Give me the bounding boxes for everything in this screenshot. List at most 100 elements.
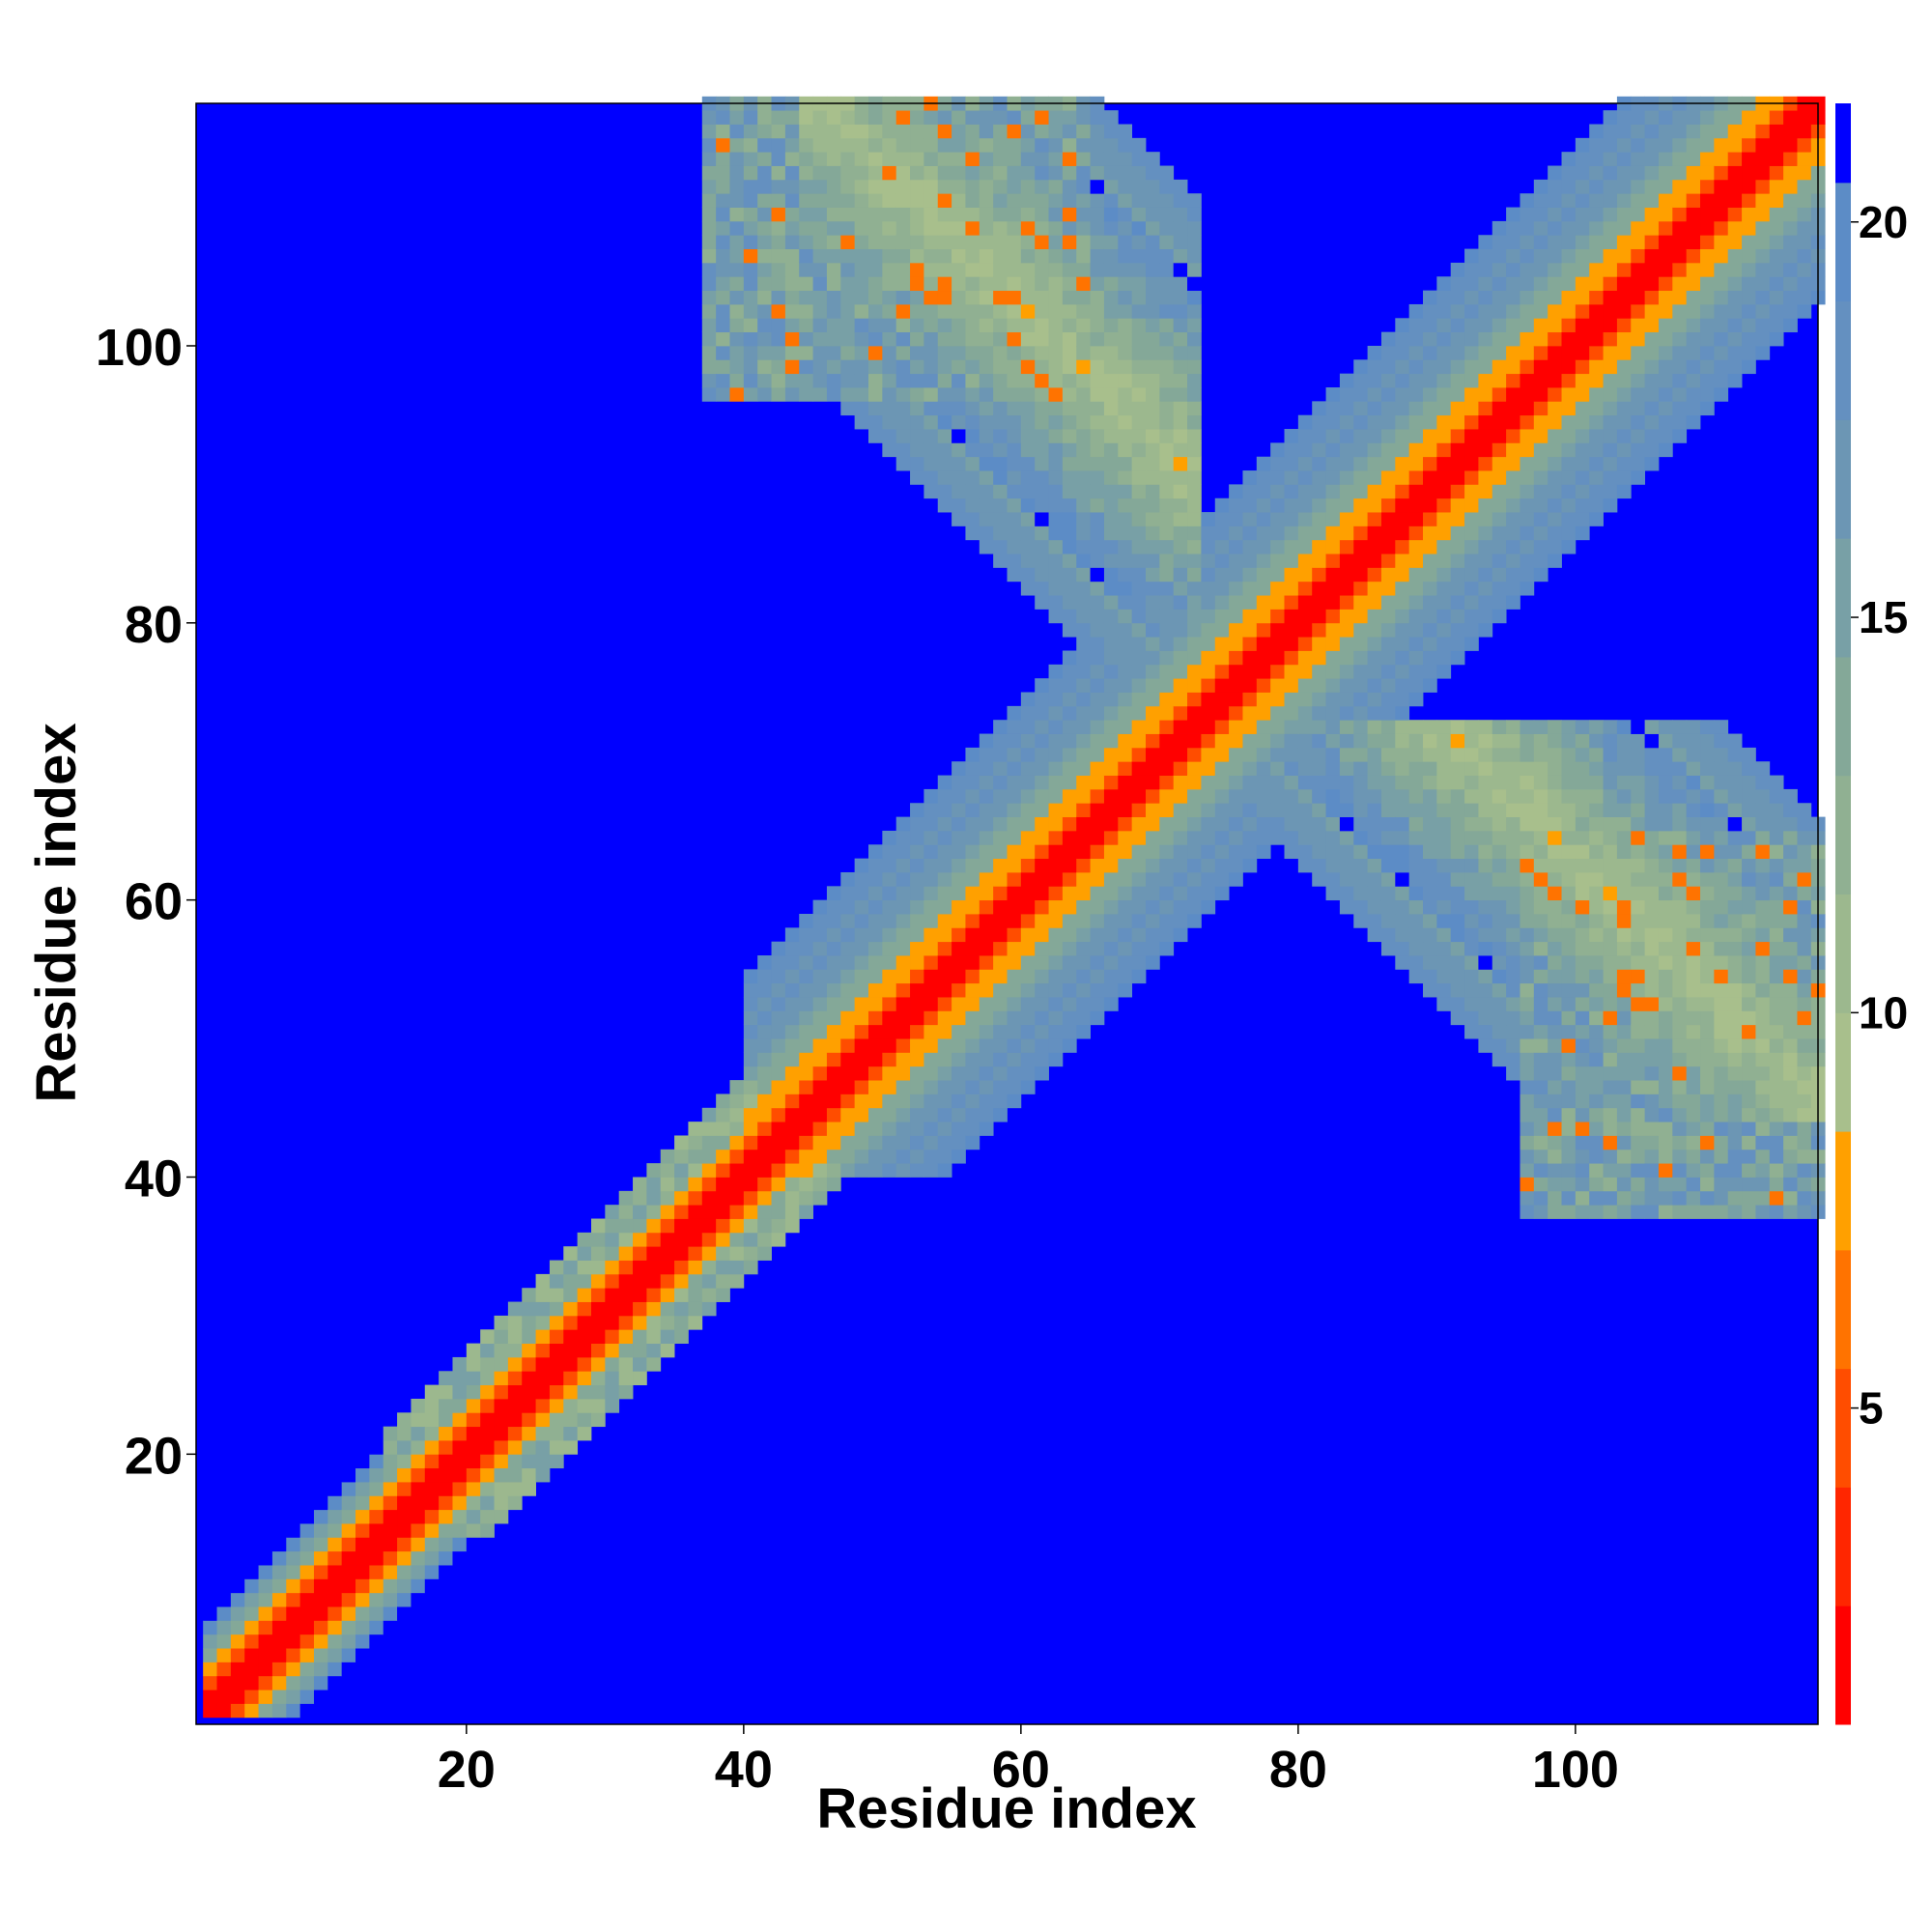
heatmap-cell xyxy=(1131,567,1147,582)
heatmap-cell xyxy=(1700,871,1715,887)
heatmap-cell xyxy=(1436,969,1452,984)
heatmap-cell xyxy=(1076,290,1091,305)
heatmap-cell xyxy=(868,1024,883,1039)
heatmap-cell xyxy=(633,1288,647,1302)
heatmap-cell xyxy=(1048,1052,1064,1067)
heatmap-cell xyxy=(1173,429,1188,443)
heatmap-cell xyxy=(466,1523,481,1538)
heatmap-cell xyxy=(230,1578,245,1594)
heatmap-cell xyxy=(1533,1177,1548,1192)
heatmap-cell xyxy=(522,1467,536,1483)
heatmap-cell xyxy=(1700,886,1715,901)
heatmap-cell xyxy=(258,1634,273,1649)
heatmap-cell xyxy=(1229,692,1243,707)
heatmap-cell xyxy=(1076,179,1091,194)
heatmap-cell xyxy=(1325,664,1341,679)
heatmap-cell xyxy=(1548,941,1562,956)
heatmap-cell xyxy=(1520,539,1535,554)
heatmap-cell xyxy=(1423,637,1437,651)
heatmap-cell xyxy=(1797,1107,1812,1122)
heatmap-cell xyxy=(701,235,717,249)
heatmap-cell xyxy=(1755,886,1771,901)
heatmap-cell xyxy=(1062,969,1077,984)
heatmap-cell xyxy=(1131,470,1147,485)
heatmap-cell xyxy=(1103,997,1119,1011)
heatmap-cell xyxy=(1603,276,1618,292)
heatmap-cell xyxy=(895,414,911,430)
heatmap-cell xyxy=(1090,830,1105,845)
heatmap-cell xyxy=(1007,1080,1022,1094)
heatmap-cell xyxy=(577,1343,592,1358)
heatmap-cell xyxy=(910,914,924,928)
heatmap-cell xyxy=(952,1080,966,1094)
heatmap-cell xyxy=(826,1065,841,1081)
heatmap-cell xyxy=(1658,220,1673,236)
heatmap-cell xyxy=(1297,733,1313,749)
heatmap-cell xyxy=(729,262,745,277)
heatmap-cell xyxy=(494,1384,509,1400)
heatmap-cell xyxy=(1159,414,1175,430)
heatmap-cell xyxy=(1672,997,1688,1011)
heatmap-cell xyxy=(1131,303,1147,319)
heatmap-cell xyxy=(313,1606,328,1621)
heatmap-cell xyxy=(1492,871,1507,887)
heatmap-cell xyxy=(1755,997,1771,1011)
heatmap-cell xyxy=(1214,871,1230,887)
heatmap-cell xyxy=(660,1246,675,1261)
heatmap-cell xyxy=(1423,470,1437,485)
heatmap-cell xyxy=(923,1094,939,1109)
heatmap-cell xyxy=(1284,554,1299,568)
heatmap-cell xyxy=(1672,747,1688,762)
heatmap-cell xyxy=(1797,1163,1812,1178)
heatmap-cell xyxy=(1062,124,1077,139)
heatmap-cell xyxy=(826,387,841,402)
heatmap-cell xyxy=(1533,1038,1548,1053)
heatmap-cell xyxy=(397,1426,412,1441)
heatmap-cell xyxy=(1131,414,1147,430)
heatmap-cell xyxy=(1672,858,1688,873)
heatmap-cell xyxy=(674,1260,689,1275)
heatmap-cell xyxy=(882,955,897,970)
heatmap-cell xyxy=(466,1343,481,1358)
heatmap-cell xyxy=(660,1315,675,1330)
heatmap-cell xyxy=(1146,899,1160,915)
heatmap-cell xyxy=(1131,401,1147,416)
y-tick-label: 40 xyxy=(125,1150,183,1208)
heatmap-cell xyxy=(507,1482,523,1496)
heatmap-cell xyxy=(452,1550,468,1566)
heatmap-cell xyxy=(854,858,869,873)
heatmap-cell xyxy=(577,1232,592,1247)
heatmap-cell xyxy=(480,1398,495,1413)
heatmap-cell xyxy=(480,1356,495,1372)
heatmap-cell xyxy=(923,899,939,915)
y-tick-label: 80 xyxy=(125,596,183,654)
heatmap-cell xyxy=(1616,1094,1632,1109)
heatmap-cell xyxy=(1658,414,1673,430)
heatmap-cell xyxy=(1103,442,1119,458)
heatmap-cell xyxy=(1616,235,1632,249)
heatmap-cell xyxy=(563,1439,579,1455)
heatmap-cell xyxy=(1339,526,1354,541)
heatmap-cell xyxy=(1700,1135,1715,1151)
colorbar-segment xyxy=(1835,1368,1851,1488)
heatmap-cell xyxy=(397,1523,412,1538)
heatmap-cell xyxy=(1797,303,1812,319)
heatmap-cell xyxy=(799,941,813,956)
heatmap-cell xyxy=(1103,622,1119,638)
heatmap-cell xyxy=(729,152,745,166)
heatmap-cell xyxy=(1631,1135,1646,1151)
heatmap-cell xyxy=(1090,844,1105,860)
heatmap-cell xyxy=(1603,1177,1618,1192)
heatmap-cell xyxy=(1783,1052,1798,1067)
heatmap-cell xyxy=(1464,303,1479,319)
heatmap-cell xyxy=(1256,484,1271,499)
heatmap-cell xyxy=(1131,262,1147,277)
heatmap-cell xyxy=(1408,387,1424,402)
heatmap-cell xyxy=(1146,914,1160,928)
heatmap-cell xyxy=(1783,1135,1798,1151)
heatmap-cell xyxy=(1714,1080,1729,1094)
heatmap-cell xyxy=(1423,858,1437,873)
heatmap-cell xyxy=(1035,345,1049,360)
heatmap-cell xyxy=(784,1065,800,1081)
heatmap-cell xyxy=(1742,165,1756,181)
